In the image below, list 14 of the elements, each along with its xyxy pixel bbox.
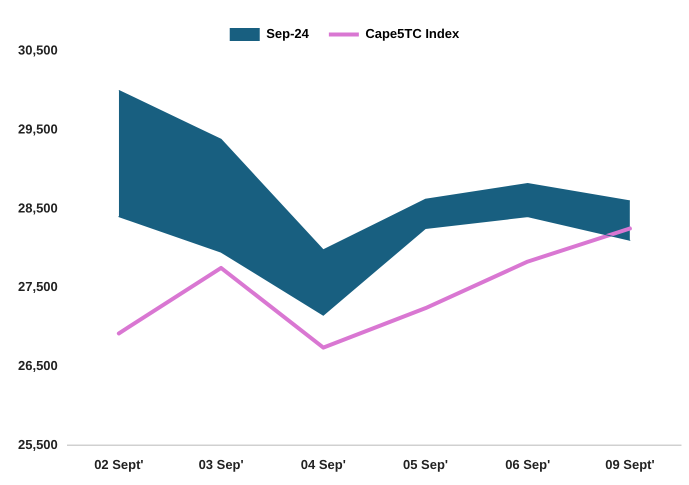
legend-label: Sep-24 [266,26,310,42]
y-tick-label: 25,500 [18,436,58,452]
x-tick-label: 03 Sep' [198,456,244,472]
x-tick-label: 02 Sept' [94,456,144,472]
x-tick-label: 04 Sep' [300,456,346,472]
x-tick-label: 05 Sep' [402,456,448,472]
x-tick-label: 09 Sept' [605,456,655,472]
y-tick-label: 28,500 [18,200,58,216]
x-tick-label: 06 Sep' [505,456,550,472]
y-tick-label: 30,500 [18,42,58,58]
y-tick-label: 27,500 [18,279,58,294]
y-tick-label: 29,500 [18,121,58,136]
legend-label: Cape5TC Index [365,26,460,42]
y-tick-label: 26,500 [18,358,58,374]
